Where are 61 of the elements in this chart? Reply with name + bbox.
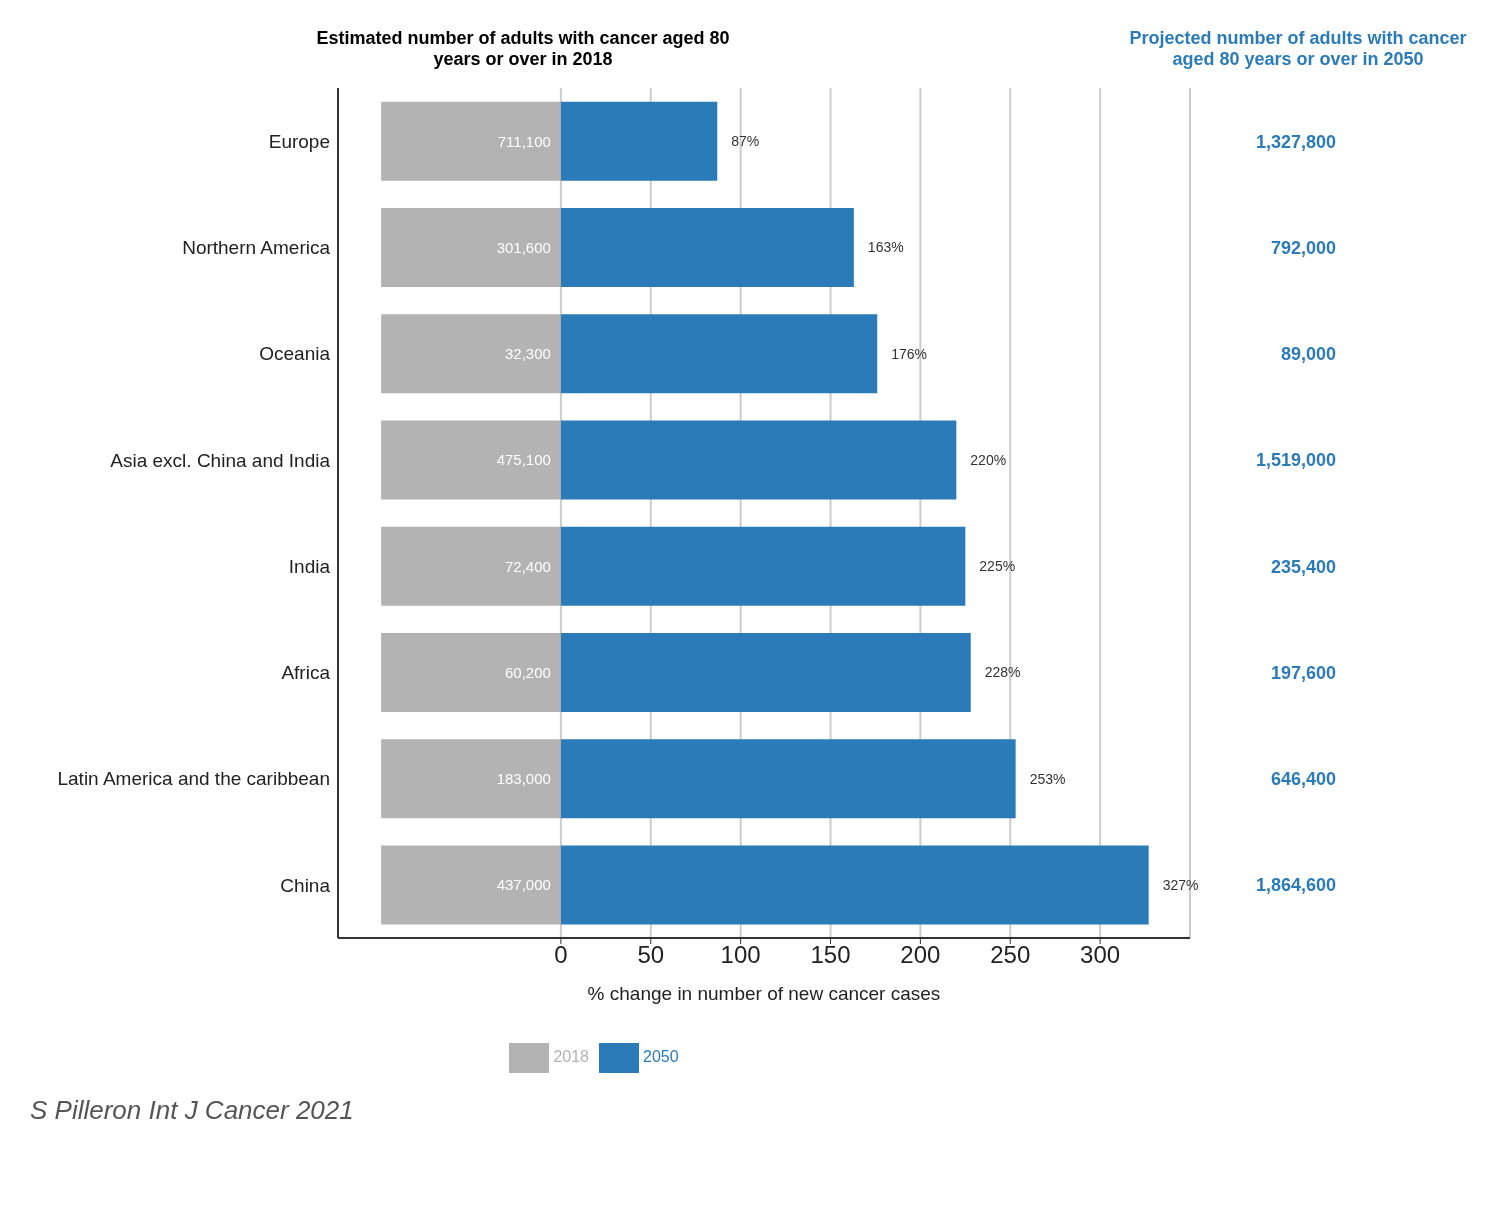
- bar: [381, 101, 561, 181]
- bar: [560, 845, 1149, 925]
- data-label: 253%: [1029, 770, 1066, 787]
- chart-title: Estimated number of adults with cancer aged 80 years or over in 2018: [315, 28, 731, 70]
- text: 1,864,600: [1255, 875, 1336, 896]
- bar: [381, 739, 561, 819]
- annotation: 475,100: [496, 451, 551, 469]
- y-tick-label: Europe: [268, 130, 330, 152]
- text: 235,400: [1270, 556, 1336, 577]
- legend-label: 2018: [553, 1048, 589, 1066]
- y-tick-label: Asia excl. China and India: [110, 449, 331, 471]
- text: 1,519,000: [1255, 450, 1336, 471]
- data-label: 225%: [979, 558, 1016, 575]
- bar: [560, 633, 971, 713]
- bar: [381, 208, 561, 288]
- data-label: 176%: [891, 345, 928, 362]
- x-tick-label: 0: [554, 941, 568, 969]
- annotation: 301,600: [496, 238, 551, 256]
- annotation: 711,100: [497, 132, 551, 150]
- bar: [560, 420, 957, 500]
- bar: [560, 739, 1016, 819]
- bar: [560, 101, 718, 181]
- y-tick-label: Northern America: [182, 237, 331, 259]
- x-tick-label: 200: [900, 941, 941, 969]
- bar: [381, 526, 561, 606]
- data-label: 87%: [731, 133, 760, 150]
- annotation: 183,000: [496, 770, 551, 788]
- bar: [381, 633, 561, 713]
- bar: [381, 314, 561, 394]
- data-label: 228%: [984, 664, 1021, 681]
- bar: [381, 845, 561, 925]
- bar: [560, 526, 966, 606]
- text: S Pilleron Int J Cancer 2021: [30, 1095, 354, 1126]
- text: 89,000: [1280, 344, 1336, 365]
- x-axis-title: % change in number of new cancer cases: [587, 983, 941, 1004]
- bar: [560, 314, 878, 394]
- annotation: 60,200: [505, 663, 551, 681]
- data-label: 327%: [1162, 876, 1199, 893]
- x-tick-label: 300: [1080, 941, 1121, 969]
- data-label: 163%: [867, 239, 904, 256]
- text: 197,600: [1270, 662, 1336, 683]
- legend-label: 2050: [643, 1048, 679, 1066]
- text: 792,000: [1270, 237, 1336, 258]
- annotation: 72,400: [505, 557, 551, 575]
- x-tick-label: 250: [990, 941, 1031, 969]
- bar: [560, 208, 854, 288]
- text: Projected number of adults with cancer aged 80 years or over in 2050: [1128, 28, 1468, 70]
- y-tick-label: Latin America and the caribbean: [57, 768, 330, 790]
- text: 646,400: [1270, 769, 1336, 790]
- text: 1,327,800: [1255, 131, 1336, 152]
- x-tick-label: 100: [720, 941, 761, 969]
- annotation: 437,000: [496, 876, 551, 894]
- bar: [381, 420, 561, 500]
- annotation: 32,300: [505, 345, 551, 363]
- y-tick-label: Oceania: [259, 343, 331, 365]
- y-tick-label: China: [280, 874, 331, 896]
- y-tick-label: Africa: [281, 662, 331, 684]
- y-tick-label: India: [288, 555, 331, 577]
- x-tick-label: 150: [810, 941, 851, 969]
- x-tick-label: 50: [637, 941, 665, 969]
- data-label: 220%: [970, 451, 1007, 468]
